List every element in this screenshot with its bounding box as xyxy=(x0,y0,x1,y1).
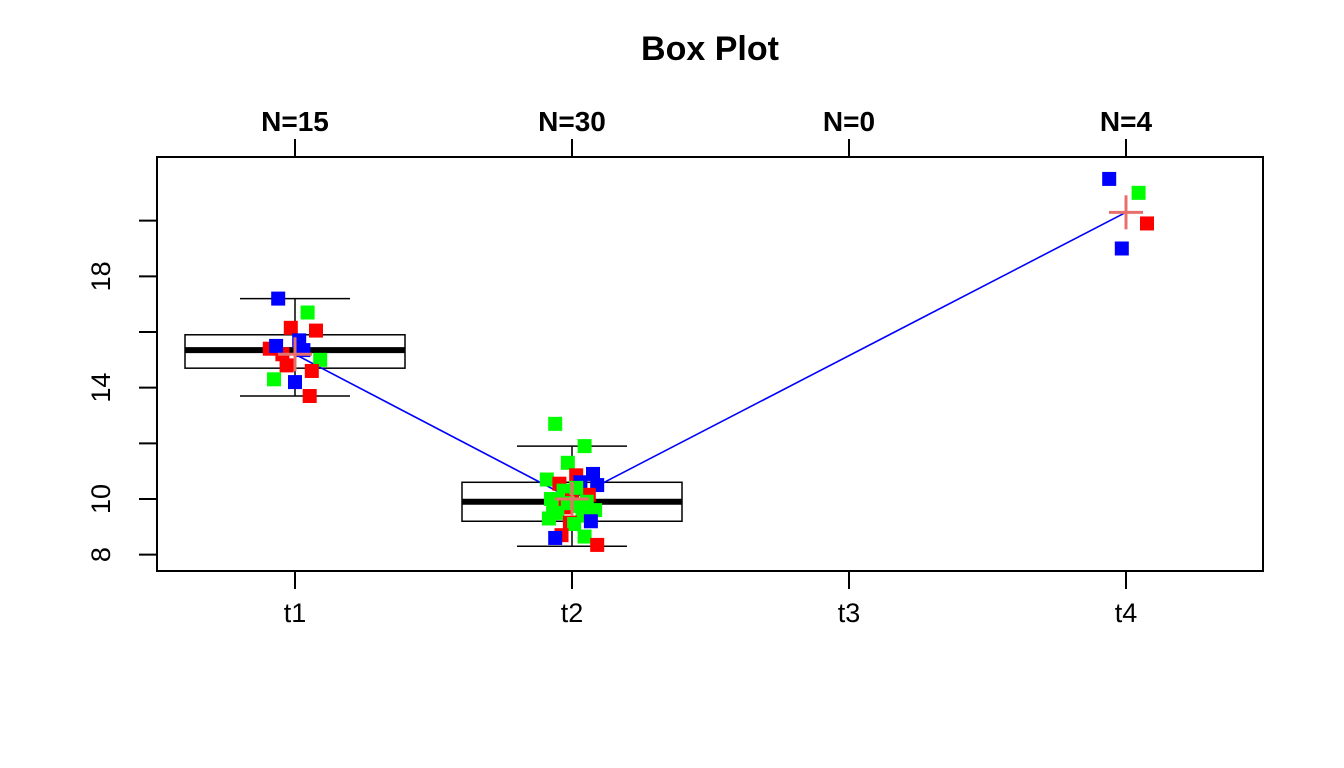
count-label: N=15 xyxy=(261,106,329,137)
data-point xyxy=(588,503,603,518)
data-point xyxy=(271,291,286,306)
data-point xyxy=(577,529,592,544)
boxes-layer xyxy=(184,297,683,548)
data-point xyxy=(586,466,600,481)
data-point xyxy=(288,375,302,390)
data-point xyxy=(304,363,319,378)
mean-markers-layer xyxy=(278,195,1143,516)
data-point xyxy=(267,372,281,387)
data-point xyxy=(1140,216,1154,231)
data-point xyxy=(577,439,592,454)
y-tick-label: 8 xyxy=(86,547,116,562)
x-tick-label: t1 xyxy=(284,598,307,628)
data-point xyxy=(548,416,563,431)
mean-line-layer xyxy=(294,211,1127,500)
data-point xyxy=(279,358,294,373)
data-point xyxy=(567,517,582,532)
data-point xyxy=(1114,241,1129,256)
x-tick-label: t2 xyxy=(561,598,584,628)
data-point xyxy=(548,530,563,545)
count-label: N=4 xyxy=(1100,106,1153,137)
x-tick-label: t4 xyxy=(1115,598,1138,628)
data-point xyxy=(309,323,323,338)
data-point xyxy=(302,389,317,404)
mean-connecting-line xyxy=(294,211,1127,500)
data-point xyxy=(590,537,605,552)
data-point xyxy=(300,305,315,320)
data-point xyxy=(313,352,328,367)
count-label: N=0 xyxy=(823,106,875,137)
y-tick-label: 10 xyxy=(86,484,116,514)
x-tick-label: t3 xyxy=(838,598,861,628)
plot-area-frame xyxy=(156,156,1264,572)
data-point xyxy=(539,472,554,487)
data-point xyxy=(541,511,556,526)
data-point xyxy=(269,338,284,353)
data-point xyxy=(1102,171,1117,186)
data-point xyxy=(583,514,598,529)
count-label: N=30 xyxy=(538,106,606,137)
points-layer xyxy=(262,171,1154,552)
y-tick-label: 14 xyxy=(86,373,116,403)
y-tick-label: 18 xyxy=(86,261,116,291)
data-point xyxy=(560,455,575,470)
chart-title: Box Plot xyxy=(641,30,779,68)
data-point xyxy=(283,320,298,335)
axes-layer: 8 10 14 18 t1 N=15 t2 N=30 t3 N=0 t4 N=4 xyxy=(86,106,1152,628)
data-point xyxy=(1131,185,1146,200)
